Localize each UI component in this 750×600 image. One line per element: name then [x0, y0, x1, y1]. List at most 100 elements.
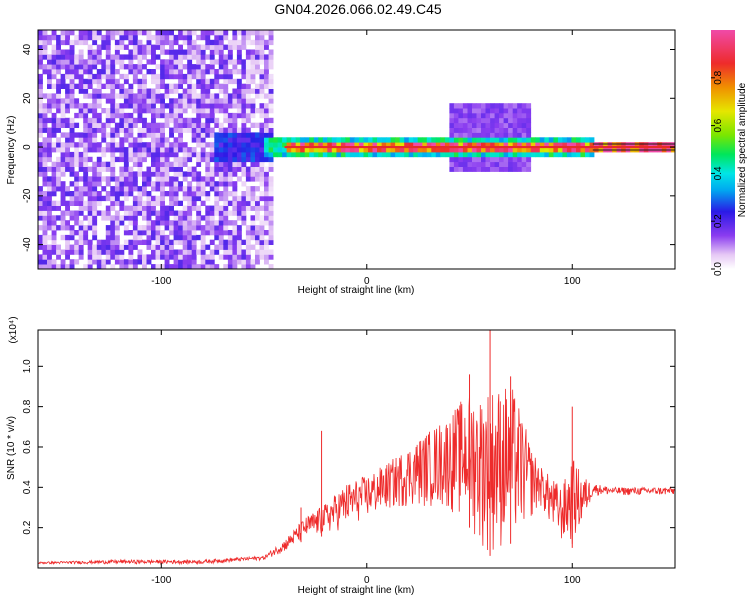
heat-cell: [160, 195, 165, 202]
heat-cell: [47, 166, 52, 172]
heat-cell: [101, 210, 107, 216]
heat-cell: [259, 137, 265, 143]
heat-cell: [169, 205, 174, 211]
heat-cell: [490, 112, 495, 119]
heat-cell: [78, 239, 84, 245]
heat-cell: [223, 195, 229, 202]
heat-cell: [214, 166, 220, 172]
heat-cell: [205, 220, 211, 226]
heat-cell: [232, 147, 238, 153]
heat-cell: [259, 127, 265, 133]
heat-cell: [245, 112, 251, 119]
heat-cell: [268, 200, 274, 206]
heat-cell: [173, 191, 179, 197]
heat-cell: [255, 225, 260, 231]
heat-cell: [164, 239, 170, 245]
heat-cell: [132, 39, 138, 46]
heat-cell: [250, 78, 256, 85]
heat-cell: [232, 34, 238, 41]
heat-cell: [114, 239, 120, 245]
heat-cell: [300, 147, 306, 153]
heat-cell: [155, 230, 161, 236]
heat-cell: [548, 151, 554, 158]
heat-cell: [78, 220, 84, 226]
heat-cell: [42, 147, 48, 153]
heat-cell: [142, 239, 147, 245]
heat-cell: [151, 195, 156, 202]
heat-cell: [38, 122, 43, 128]
heat-cell: [83, 176, 89, 182]
heat-cell: [259, 156, 265, 163]
heat-cell: [178, 122, 183, 128]
heat-cell: [336, 137, 342, 143]
heat-cell: [227, 69, 233, 75]
heat-cell: [38, 93, 43, 99]
heat-cell: [200, 78, 206, 85]
heat-cell: [277, 147, 283, 153]
heat-cell: [273, 137, 278, 143]
heat-cell: [205, 166, 211, 172]
heat-cell: [467, 103, 473, 109]
heat-cell: [51, 191, 57, 197]
heat-cell: [92, 98, 98, 104]
heat-cell: [51, 264, 57, 269]
heat-cell: [160, 147, 165, 153]
heat-cell: [182, 54, 188, 60]
heat-cell: [512, 147, 518, 153]
heat-cell: [250, 137, 256, 143]
heat-cell: [96, 210, 102, 216]
heat-cell: [264, 108, 269, 114]
heat-cell: [245, 244, 251, 250]
heat-cell: [259, 122, 265, 128]
heat-cell: [232, 161, 238, 167]
heat-cell: [386, 151, 391, 158]
heat-cell: [87, 64, 93, 70]
heat-cell: [241, 264, 247, 269]
heat-cell: [196, 249, 202, 255]
heat-cell: [236, 205, 242, 211]
heat-cell: [449, 117, 455, 124]
heat-cell: [92, 186, 98, 192]
heat-cell: [232, 156, 238, 163]
heat-cell: [268, 73, 274, 80]
heat-cell: [38, 254, 43, 260]
heat-cell: [42, 205, 48, 211]
heat-cell: [521, 137, 527, 143]
heat-cell: [517, 142, 523, 148]
heat-cell: [227, 147, 233, 153]
heat-cell: [205, 93, 211, 99]
heat-cell: [594, 142, 599, 148]
heat-cell: [78, 166, 84, 172]
heat-cell: [241, 30, 247, 36]
heat-cell: [245, 200, 251, 206]
heat-cell: [232, 244, 238, 250]
heat-cell: [241, 239, 247, 245]
heat-cell: [151, 205, 156, 211]
heat-cell: [264, 230, 269, 236]
heat-cell: [485, 117, 491, 124]
heat-cell: [191, 195, 197, 202]
heat-cell: [544, 142, 550, 148]
heat-cell: [101, 147, 107, 153]
heat-cell: [142, 230, 147, 236]
heat-cell: [110, 200, 116, 206]
heat-cell: [499, 142, 504, 148]
heat-cell: [132, 78, 138, 85]
heat-cell: [227, 230, 233, 236]
heat-cell: [485, 108, 491, 114]
heat-cell: [182, 93, 188, 99]
heat-cell: [105, 230, 111, 236]
heat-cell: [164, 215, 170, 221]
heat-cell: [105, 166, 111, 172]
heat-cell: [114, 254, 120, 260]
heat-cell: [286, 147, 292, 153]
heat-cell: [236, 239, 242, 245]
heat-cell: [114, 108, 120, 114]
heat-cell: [585, 147, 590, 153]
heat-cell: [250, 244, 256, 250]
heat-cell: [268, 49, 274, 55]
heat-cell: [182, 259, 188, 265]
heat-cell: [187, 264, 193, 269]
heat-cell: [78, 30, 84, 36]
